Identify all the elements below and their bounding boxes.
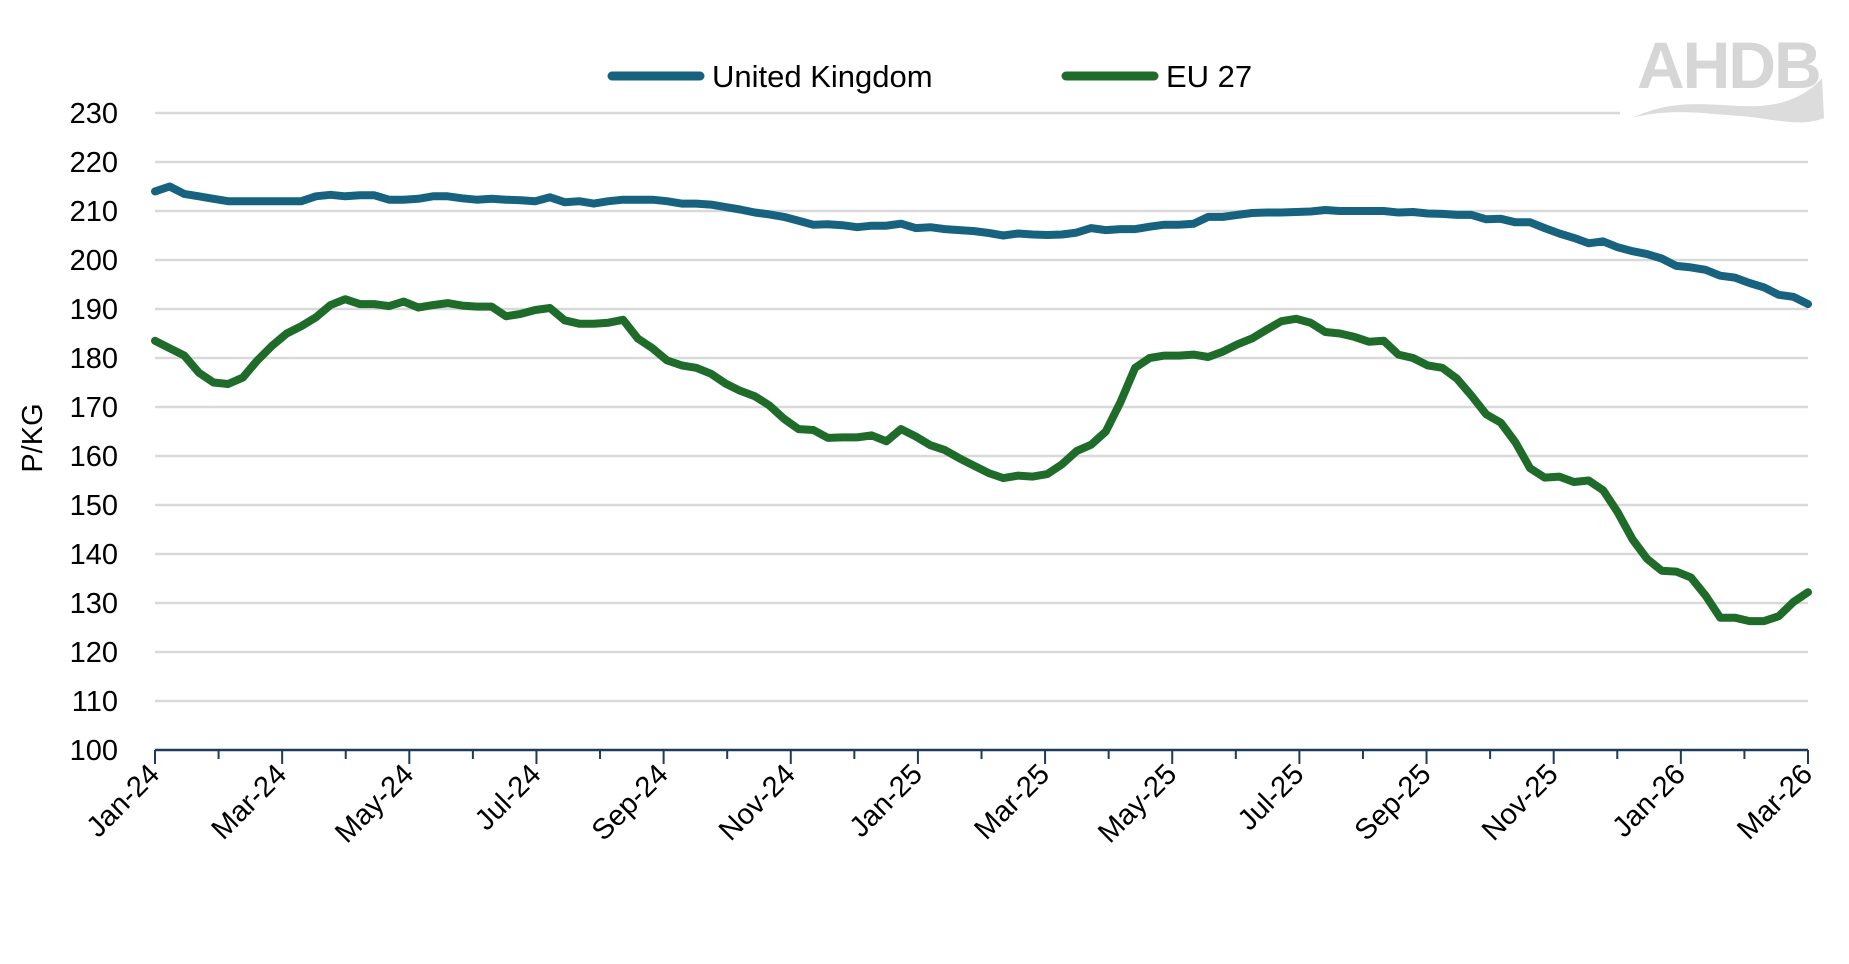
x-tick-label: Nov-25	[1476, 758, 1565, 847]
legend: United Kingdom EU 27	[607, 59, 1252, 94]
y-tick-label: 170	[70, 392, 118, 424]
x-tick-label: May-25	[1092, 758, 1183, 849]
y-tick-label: 140	[70, 539, 118, 571]
y-tick-label: 210	[70, 196, 118, 228]
y-tick-label: 180	[70, 343, 118, 375]
x-tick-label: Mar-24	[206, 758, 294, 846]
series-line-united-kingdom	[151, 182, 1812, 309]
y-tick-label: 160	[70, 441, 118, 473]
series-line-eu-27	[151, 295, 1812, 626]
y-axis-title: P/KG	[17, 403, 49, 472]
x-tick-label: Sep-25	[1349, 758, 1438, 847]
x-tick-label: Mar-25	[968, 758, 1056, 846]
x-tick-label: Jan-26	[1606, 758, 1691, 843]
x-axis: Jan-24 Mar-24 May-24 Jul-24 Sep-24 Nov-24 Jan-…	[81, 748, 1819, 849]
y-tick-label: 200	[70, 245, 118, 277]
x-tick-label: Jan-24	[81, 758, 166, 843]
y-tick-label: 100	[70, 735, 118, 767]
legend-label-eu: EU 27	[1166, 59, 1252, 94]
y-tick-label: 190	[70, 294, 118, 326]
gridlines	[155, 111, 1808, 703]
y-tick-label: 220	[70, 147, 118, 179]
y-axis-ticks: 100 110 120 130 140 150 160 170 180 190 200 210 220 2…	[70, 98, 118, 767]
y-tick-label: 230	[70, 98, 118, 130]
y-tick-label: 110	[72, 686, 118, 718]
series-lines	[151, 182, 1812, 626]
svg-text:AHDB: AHDB	[1637, 28, 1820, 102]
ahdb-logo: AHDB	[1632, 28, 1824, 123]
y-tick-label: 130	[70, 588, 118, 620]
x-tick-label: May-24	[329, 758, 420, 849]
x-tick-label: Sep-24	[586, 758, 675, 847]
x-tick-label: Jul-25	[1232, 758, 1310, 836]
x-tick-label: Mar-26	[1731, 758, 1819, 846]
legend-label-uk: United Kingdom	[712, 59, 933, 94]
x-tick-label: Jul-24	[469, 758, 547, 836]
x-tick-label: Jan-25	[844, 758, 929, 843]
y-tick-label: 120	[70, 637, 118, 669]
x-tick-label: Nov-24	[713, 758, 802, 847]
y-tick-label: 150	[70, 490, 118, 522]
